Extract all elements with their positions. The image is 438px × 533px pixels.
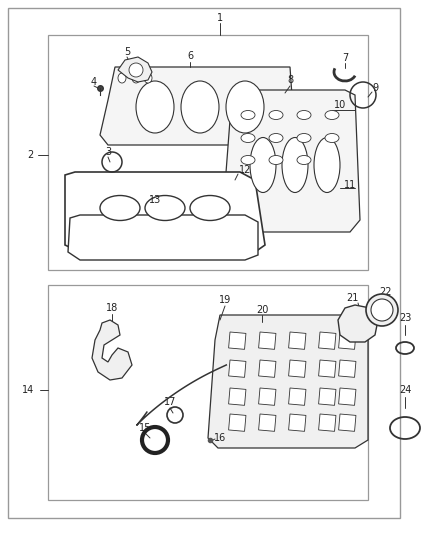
Text: 15: 15 [139, 423, 151, 433]
Ellipse shape [297, 156, 311, 165]
Bar [48, 35, 368, 270]
Text: 10: 10 [334, 100, 346, 110]
Text: 2: 2 [27, 150, 33, 160]
Text: 21: 21 [346, 293, 358, 303]
Ellipse shape [132, 73, 140, 83]
Polygon shape [118, 57, 152, 82]
Bar [318, 332, 336, 349]
Ellipse shape [226, 81, 264, 133]
Polygon shape [92, 320, 132, 380]
Bar [229, 360, 246, 377]
Bar [289, 360, 306, 377]
Bar [289, 388, 306, 405]
Text: 18: 18 [106, 303, 118, 313]
Text: 3: 3 [105, 147, 111, 157]
Text: 23: 23 [399, 313, 411, 323]
Bar [339, 388, 356, 405]
Text: 12: 12 [239, 165, 251, 175]
Bar [339, 360, 356, 377]
Ellipse shape [241, 110, 255, 119]
Text: 1: 1 [217, 13, 223, 23]
Bar [229, 388, 246, 405]
Bar [289, 332, 306, 349]
Polygon shape [65, 172, 265, 252]
Ellipse shape [145, 196, 185, 221]
Bar [258, 388, 276, 405]
Text: 4: 4 [91, 77, 97, 87]
Text: 9: 9 [372, 83, 378, 93]
Bar [289, 414, 306, 431]
Bar [318, 388, 336, 405]
Ellipse shape [269, 110, 283, 119]
Ellipse shape [181, 81, 219, 133]
Text: 16: 16 [214, 433, 226, 443]
Polygon shape [100, 67, 295, 145]
Ellipse shape [241, 133, 255, 142]
Ellipse shape [100, 196, 140, 221]
Text: 11: 11 [344, 180, 356, 190]
Ellipse shape [325, 110, 339, 119]
Text: 22: 22 [379, 287, 391, 297]
Bar [258, 360, 276, 377]
Ellipse shape [297, 110, 311, 119]
Ellipse shape [325, 133, 339, 142]
Text: 20: 20 [256, 305, 268, 315]
Bar [318, 360, 336, 377]
Ellipse shape [371, 299, 393, 321]
Bar [229, 414, 246, 431]
Polygon shape [338, 305, 378, 342]
Ellipse shape [136, 81, 174, 133]
Text: 8: 8 [287, 75, 293, 85]
Text: 6: 6 [187, 51, 193, 61]
Polygon shape [208, 315, 368, 448]
Bar [318, 414, 336, 431]
Polygon shape [68, 215, 258, 260]
Text: 14: 14 [22, 385, 34, 395]
Bar [339, 332, 356, 349]
Ellipse shape [250, 138, 276, 192]
Ellipse shape [366, 294, 398, 326]
Ellipse shape [282, 138, 308, 192]
Bar [8, 8, 400, 518]
Bar [229, 332, 246, 349]
Ellipse shape [129, 63, 143, 77]
Text: 5: 5 [124, 47, 130, 57]
Ellipse shape [118, 73, 126, 83]
Bar [339, 414, 356, 431]
Ellipse shape [297, 133, 311, 142]
Ellipse shape [190, 196, 230, 221]
Text: 19: 19 [219, 295, 231, 305]
Text: 7: 7 [342, 53, 348, 63]
Bar [258, 414, 276, 431]
Bar [258, 332, 276, 349]
Polygon shape [222, 90, 360, 232]
Ellipse shape [241, 156, 255, 165]
Text: 17: 17 [164, 397, 176, 407]
Bar [48, 285, 368, 500]
Text: 24: 24 [399, 385, 411, 395]
Ellipse shape [269, 156, 283, 165]
Ellipse shape [314, 138, 340, 192]
Ellipse shape [144, 73, 152, 83]
Ellipse shape [269, 133, 283, 142]
Text: 13: 13 [149, 195, 161, 205]
